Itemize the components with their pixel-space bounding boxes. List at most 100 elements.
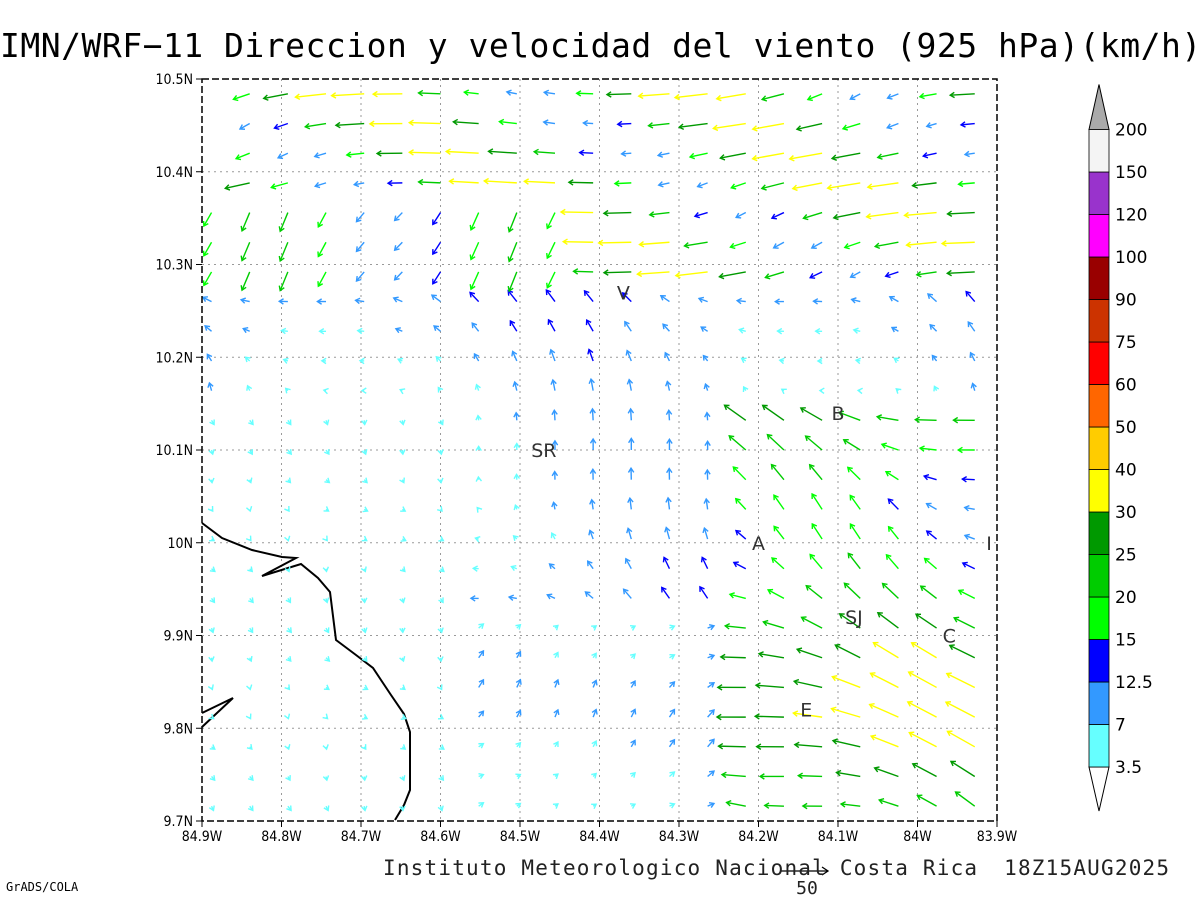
wind-vector (648, 211, 670, 218)
wind-vector-shaft (809, 554, 823, 570)
wind-vector (552, 803, 559, 809)
wind-vector-head (277, 298, 284, 305)
wind-vector-head (478, 678, 485, 685)
wind-vector (393, 271, 403, 281)
legend-swatch (1088, 596, 1110, 640)
wind-vector-shaft (473, 353, 480, 362)
wind-vector-head (627, 466, 635, 473)
wind-vector (669, 624, 676, 631)
wind-vector-head (437, 656, 444, 663)
wind-vector-head (396, 357, 404, 364)
wind-vector-head (852, 327, 859, 334)
wind-vector (361, 449, 368, 456)
wind-vector-shaft (764, 804, 784, 807)
wind-vector-shaft (827, 182, 861, 189)
place-label: SR (531, 440, 556, 462)
wind-vector-head (616, 120, 623, 128)
wind-vector-head (478, 772, 485, 780)
wind-vector-head (956, 446, 963, 454)
wind-vector-head (850, 297, 857, 304)
wind-vector-head (270, 183, 277, 190)
wind-vector-head (887, 498, 894, 505)
wind-vector (795, 122, 823, 132)
wind-vector-head (591, 625, 598, 631)
wind-vector (330, 92, 365, 99)
wind-vector-shaft (950, 93, 975, 96)
wind-vector-head (760, 184, 767, 191)
wind-vector-shaft (225, 182, 250, 190)
wind-vector-head (246, 477, 253, 484)
wind-vector (877, 798, 899, 807)
wind-vector-head (799, 407, 806, 413)
wind-vector (907, 671, 937, 689)
wind-vector-head (905, 241, 912, 249)
wind-vector (922, 474, 937, 481)
wind-vector (511, 350, 518, 362)
wind-vector-shaft (331, 93, 365, 97)
legend-label: 40 (1115, 461, 1137, 481)
wind-vector-shaft (470, 241, 480, 260)
place-label: A (752, 533, 765, 555)
wind-vector-head (361, 535, 368, 542)
wind-vector (208, 477, 215, 484)
wind-vector (361, 805, 368, 812)
wind-vector (728, 592, 746, 600)
wind-vector-shaft (879, 799, 899, 807)
wind-vector-head (665, 496, 672, 503)
wind-vector (515, 802, 522, 809)
wind-vector-head (242, 327, 249, 334)
wind-vector (716, 684, 746, 691)
wind-vector (773, 525, 785, 540)
wind-vector-head (702, 526, 709, 534)
wind-vector-head (760, 95, 768, 102)
wind-vector-head (204, 325, 211, 331)
wind-vector-head (515, 709, 522, 716)
wind-vector (961, 561, 976, 570)
wind-vector-shaft (763, 621, 785, 629)
wind-vector-head (887, 525, 894, 532)
wind-vector-head (648, 211, 655, 218)
wind-vector-head (683, 242, 690, 249)
wind-vector-head (512, 535, 519, 541)
wind-vector-head (704, 411, 711, 418)
wind-vector (843, 241, 861, 250)
wind-vector (696, 182, 708, 189)
wind-vector (729, 241, 746, 250)
wind-vector (208, 713, 215, 720)
wind-vector (624, 557, 632, 570)
wind-vector (876, 152, 899, 160)
wind-vector (636, 270, 670, 278)
wind-vector (925, 502, 937, 510)
legend-swatch (1088, 384, 1110, 428)
wind-vector-head (399, 477, 405, 484)
wind-vector-head (832, 213, 839, 221)
wind-vector (572, 268, 594, 275)
wind-vector (963, 533, 975, 540)
wind-vector-shaft (792, 182, 823, 190)
wind-vector-head (602, 209, 609, 217)
axis-ticks: 84.9W 84.8W 84.7W 84.6W 84.5W 84.4W 84.3W 84.2W… (156, 72, 1018, 845)
wind-vector (433, 325, 441, 332)
wind-vector-shaft (831, 707, 861, 718)
wind-vector-shaft (621, 152, 632, 155)
wind-vector-head (546, 593, 553, 600)
wind-vector-shaft (946, 672, 976, 689)
wind-vector-head (437, 627, 444, 634)
wind-vector (478, 742, 485, 749)
place-label: B (831, 403, 844, 425)
wind-vector-shaft (544, 91, 556, 95)
wind-vector (774, 298, 784, 305)
wind-vector-shaft (679, 122, 708, 128)
wind-vector (276, 152, 289, 160)
wind-vector (476, 506, 483, 513)
wind-vector-head (360, 775, 368, 782)
wind-vector (323, 506, 330, 512)
wind-vector-head (585, 318, 592, 326)
wind-vector (322, 566, 330, 573)
wind-vector (602, 209, 632, 217)
wind-vector-head (208, 805, 215, 812)
legend-swatch (1088, 426, 1110, 470)
y-tick-label: 10N (168, 536, 193, 552)
wind-vector-shaft (625, 558, 632, 570)
legend-swatch (1088, 724, 1110, 768)
